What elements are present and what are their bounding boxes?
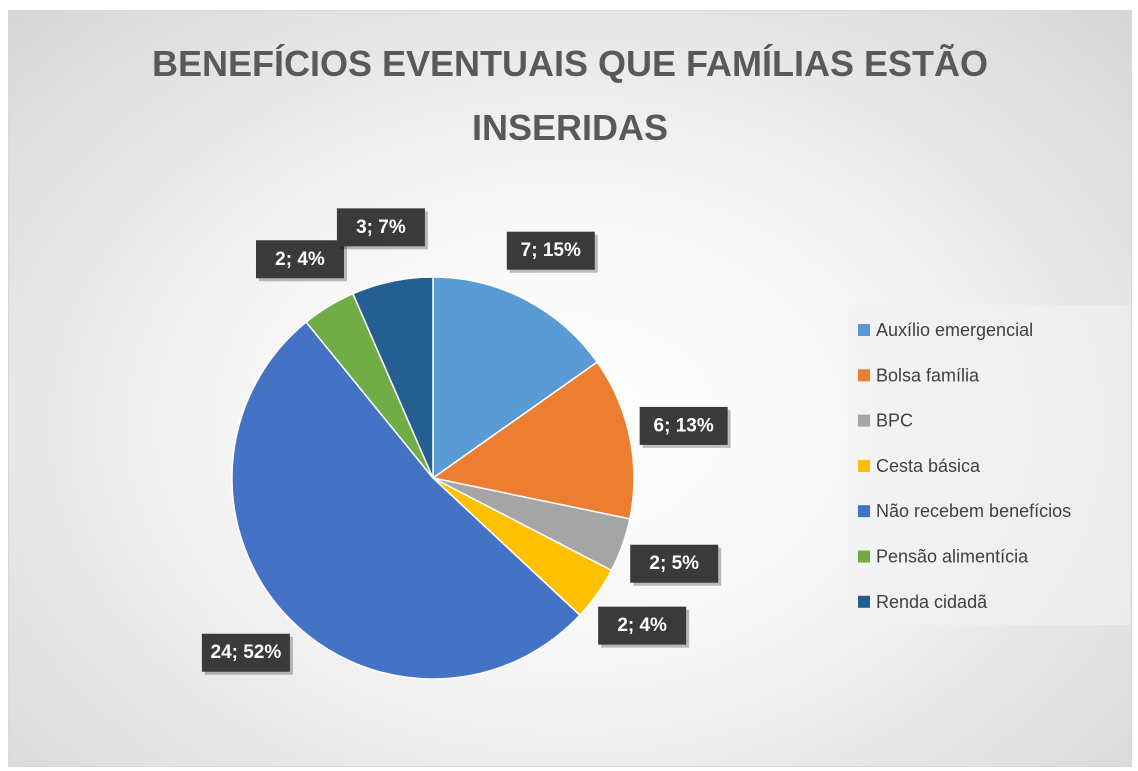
data-label: 2; 4% [617,615,667,636]
pie-slice [432,276,599,480]
legend-label: Renda cidadã [876,592,988,612]
data-label-box [336,208,425,247]
legend-label: Pensão alimentícia [876,547,1029,567]
data-label-box [630,544,719,583]
legend-swatch [858,414,870,427]
legend-swatch [858,324,870,336]
legend-box [848,305,1130,625]
chart-title: BENEFÍCIOS EVENTUAIS QUE FAMÍLIAS ESTÃO … [151,43,989,148]
legend-label: Não recebem benefícios [876,501,1071,521]
data-label: 2; 4% [275,249,325,270]
data-label-box [255,240,344,279]
data-label-box [506,231,595,270]
legend-swatch [858,550,870,563]
legend-swatch [858,595,870,608]
data-label: 2; 5% [649,553,699,574]
data-label: 24; 52% [211,642,282,663]
legend-swatch [858,369,870,382]
legend-label: Auxílio emergencial [876,320,1033,340]
legend-label: Bolsa família [876,365,980,385]
pie-slice [431,361,635,520]
legend-swatch [858,459,870,472]
data-label-box [201,633,290,672]
data-label-box [639,406,728,445]
data-label-box [598,606,687,645]
data-label: 6; 13% [654,415,714,436]
data-label: 7; 15% [521,240,581,261]
data-label: 3; 7% [356,217,406,238]
pie-slice [351,276,434,479]
legend-label: BPC [876,411,913,431]
pie-slice [231,321,581,680]
legend-swatch [858,505,870,518]
legend-label: Cesta básica [876,456,981,476]
